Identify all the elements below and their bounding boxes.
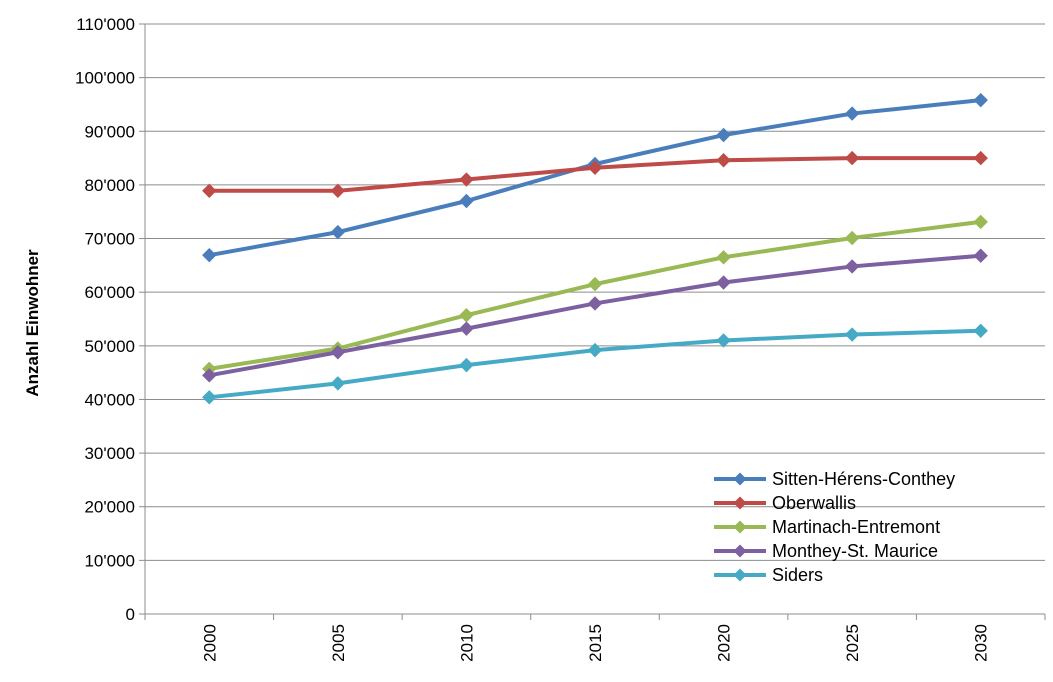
data-point [844,327,860,342]
data-point [459,193,474,209]
series-line [207,98,983,258]
series-line [207,328,983,400]
y-tick-label: 10'000 [84,551,135,570]
y-axis-label: Anzahl Einwohner [23,249,42,397]
data-point [330,183,346,199]
data-point [202,390,217,405]
legend-entry: Monthey-St. Maurice [772,541,938,561]
data-point [716,127,731,143]
data-point [716,333,731,348]
y-tick-label: 40'000 [84,390,135,409]
x-tick-label: 2025 [843,624,862,662]
y-tick-label: 50'000 [84,337,135,356]
data-point [716,275,731,290]
data-point [587,342,603,358]
legend: Sitten-Hérens-Conthey Oberwallis Martinach… [714,469,955,585]
legend-entry: Sitten-Hérens-Conthey [772,469,955,489]
data-point [844,106,860,121]
y-tick-label: 80'000 [84,176,135,195]
data-point [716,153,731,168]
legend-marker [733,544,747,558]
x-tick-label: 2015 [586,624,605,662]
data-point [330,376,346,391]
y-tick-label: 0 [126,605,135,624]
x-tick-label: 2000 [200,624,219,662]
legend-marker [733,520,747,534]
data-point [330,345,346,360]
y-tick-label: 110'000 [76,15,135,34]
y-tick-label: 70'000 [84,230,135,249]
y-tick-label: 100'000 [75,69,135,88]
series-line [207,253,983,378]
y-tick-label: 30'000 [84,444,135,463]
data-point [459,308,474,323]
data-point [973,248,988,263]
data-point [202,183,217,199]
x-tick-label: 2005 [329,624,348,662]
y-tick-label: 60'000 [84,283,135,302]
legend-entry: Martinach-Entremont [772,517,940,537]
x-tick-label: 2010 [457,624,476,662]
legend-marker [733,496,747,510]
data-point [459,357,474,373]
data-point [973,150,988,166]
data-point [844,150,860,166]
x-tick-label: 2020 [715,624,734,662]
data-point [202,368,217,383]
legend-entry: Siders [772,565,823,585]
data-point [716,250,731,265]
data-point [844,259,860,274]
data-point [459,172,474,187]
y-tick-label: 90'000 [84,122,135,141]
series-lines [202,92,988,405]
data-point [587,276,603,292]
data-point [202,247,217,263]
data-point [973,323,988,339]
legend-marker [733,568,747,582]
axes: 0 10'000 20'000 30'000 40'000 50'000 60'000 70'… [75,15,1046,662]
data-point [587,160,603,175]
legend-entry: Oberwallis [772,493,856,513]
data-point [459,321,474,336]
data-point [973,214,988,230]
data-point [844,230,860,246]
x-tick-label: 2030 [972,624,991,662]
y-tick-label: 20'000 [84,498,135,517]
data-point [973,92,988,108]
data-point [330,224,346,240]
data-point [587,296,603,311]
legend-marker [733,472,747,486]
